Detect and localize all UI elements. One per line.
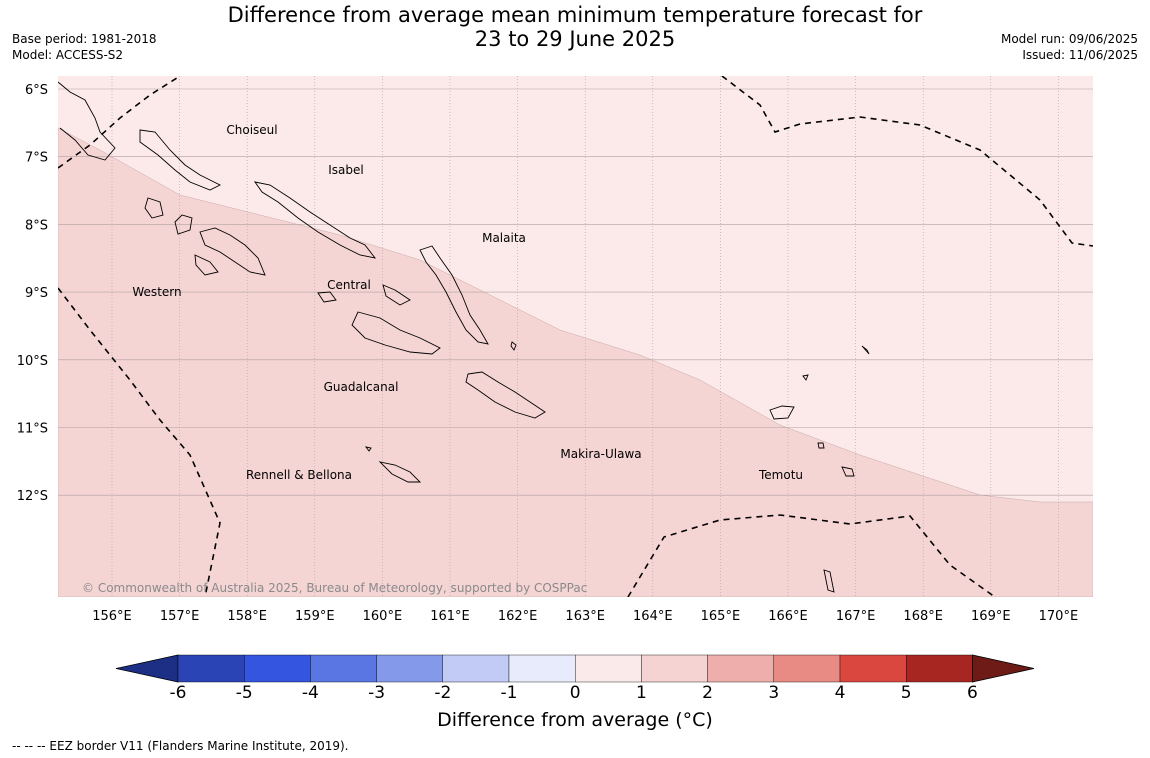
page-title: Difference from average mean minimum tem… xyxy=(0,3,1150,51)
island-isabel xyxy=(253,181,377,259)
colorbar-segment xyxy=(906,654,973,683)
meta-right: Model run: 09/06/2025 Issued: 11/06/2025 xyxy=(1001,31,1138,63)
lat-tick-label: 10°S xyxy=(17,354,48,369)
lon-tick-label: 158°E xyxy=(227,609,267,624)
region-label: Choiseul xyxy=(226,123,277,137)
colorbar-segment xyxy=(442,654,510,683)
colorbar-segment xyxy=(773,654,841,683)
colorbar-tick-label: -5 xyxy=(235,683,253,703)
anomaly-band-1-2 xyxy=(58,127,1093,597)
lon-tick-label: 159°E xyxy=(295,609,335,624)
region-label: Malaita xyxy=(482,231,526,245)
lat-tick-label: 6°S xyxy=(25,83,48,98)
colorbar-tick-label: 1 xyxy=(635,683,647,703)
island-ulawa xyxy=(510,341,517,351)
colorbar xyxy=(115,654,1035,683)
colorbar-tick-label: 3 xyxy=(768,683,780,703)
lat-tick-label: 7°S xyxy=(25,151,48,166)
lon-tick-label: 164°E xyxy=(633,609,673,624)
lon-tick-label: 166°E xyxy=(768,609,808,624)
lon-tick-label: 160°E xyxy=(363,609,403,624)
gridlines xyxy=(58,76,1093,597)
colorbar-segment xyxy=(641,654,708,683)
lon-tick-label: 165°E xyxy=(701,609,741,624)
region-label: Temotu xyxy=(758,468,803,482)
region-label: Makira-Ulawa xyxy=(560,447,641,461)
island-new-georgia-group xyxy=(199,227,266,276)
model-name: Model: ACCESS-S2 xyxy=(12,48,124,62)
colorbar-tick-label: 4 xyxy=(834,683,846,703)
island-tikopia xyxy=(823,569,835,593)
island-makira xyxy=(465,371,546,419)
eez-borders xyxy=(58,76,1093,597)
island-santa-cruz xyxy=(769,405,795,420)
issued-date: Issued: 11/06/2025 xyxy=(1022,48,1138,62)
eez-legend-note: -- -- -- EEZ border V11 (Flanders Marine… xyxy=(12,739,349,753)
colorbar-title: Difference from average (°C) xyxy=(437,709,713,731)
colorbar-segment xyxy=(707,654,774,683)
lon-tick-label: 157°E xyxy=(160,609,200,624)
colorbar-segment xyxy=(839,654,907,683)
lon-tick-label: 163°E xyxy=(565,609,605,624)
island-reef xyxy=(861,345,870,355)
lat-tick-label: 11°S xyxy=(17,422,48,437)
island-new-georgia xyxy=(174,214,193,235)
lon-tick-label: 161°E xyxy=(430,609,470,624)
lon-tick-label: 167°E xyxy=(836,609,876,624)
island-vanikoro xyxy=(841,466,855,477)
colorbar-tick-label: -4 xyxy=(301,683,319,703)
region-label: Isabel xyxy=(328,163,363,177)
region-label: Rennell & Bellona xyxy=(246,468,352,482)
title-line-1: Difference from average mean minimum tem… xyxy=(227,3,923,27)
island-bellona xyxy=(364,446,372,452)
island-rendova xyxy=(194,254,219,276)
region-label: Guadalcanal xyxy=(324,380,399,394)
island-santa-isabel-east xyxy=(382,284,411,306)
region-label: Central xyxy=(327,278,371,292)
colorbar-segment xyxy=(243,654,311,683)
island-vella-lavella xyxy=(144,197,164,219)
colorbar-segment xyxy=(575,654,642,683)
lat-tick-label: 8°S xyxy=(25,218,48,233)
colorbar-segment xyxy=(508,654,576,683)
lon-tick-label: 162°E xyxy=(498,609,538,624)
islands xyxy=(58,81,870,593)
lon-tick-label: 156°E xyxy=(92,609,132,624)
colorbar-tick-label: 0 xyxy=(569,683,581,703)
title-line-2: 23 to 29 June 2025 xyxy=(474,27,676,51)
colorbar-tick-label: -6 xyxy=(169,683,187,703)
region-labels: Choiseul Isabel Malaita Western Central Guada… xyxy=(132,123,803,482)
copyright-text: © Commonwealth of Australia 2025, Bureau… xyxy=(82,581,587,595)
island-guadalcanal xyxy=(351,311,441,355)
lat-tick-label: 12°S xyxy=(17,489,48,504)
model-run: Model run: 09/06/2025 xyxy=(1000,32,1138,46)
colorbar-extend-low xyxy=(115,654,179,683)
colorbar-tick-label: 6 xyxy=(966,683,978,703)
colorbar-tick-label: 5 xyxy=(900,683,912,703)
axis-labels: 6°S 7°S 8°S 9°S 10°S 11°S 12°S 156°E 157°E 158°E 1… xyxy=(17,83,1078,624)
colorbar-tick-label: -3 xyxy=(368,683,386,703)
island-choiseul xyxy=(139,129,222,191)
island-florida xyxy=(317,291,337,303)
island-malaita xyxy=(419,245,489,345)
meta-left: Base period: 1981-2018 Model: ACCESS-S2 xyxy=(12,31,157,63)
colorbar-segment xyxy=(376,654,444,683)
colorbar-tick-label: 2 xyxy=(702,683,713,703)
colorbar-tick-label: -1 xyxy=(500,683,518,703)
lon-tick-label: 169°E xyxy=(971,609,1011,624)
island-duff xyxy=(802,374,809,381)
lon-tick-label: 170°E xyxy=(1039,609,1079,624)
island-bougainville xyxy=(58,81,116,161)
colorbar-segment xyxy=(310,654,377,683)
lon-tick-label: 168°E xyxy=(903,609,943,624)
colorbar-tick-label: -2 xyxy=(434,683,452,703)
lat-tick-label: 9°S xyxy=(25,286,48,301)
island-utupua xyxy=(817,442,825,449)
region-label: Western xyxy=(132,285,181,299)
island-rennell xyxy=(378,461,422,483)
base-period: Base period: 1981-2018 xyxy=(12,32,157,46)
colorbar-segment xyxy=(177,654,245,683)
colorbar-extend-high xyxy=(972,654,1035,683)
